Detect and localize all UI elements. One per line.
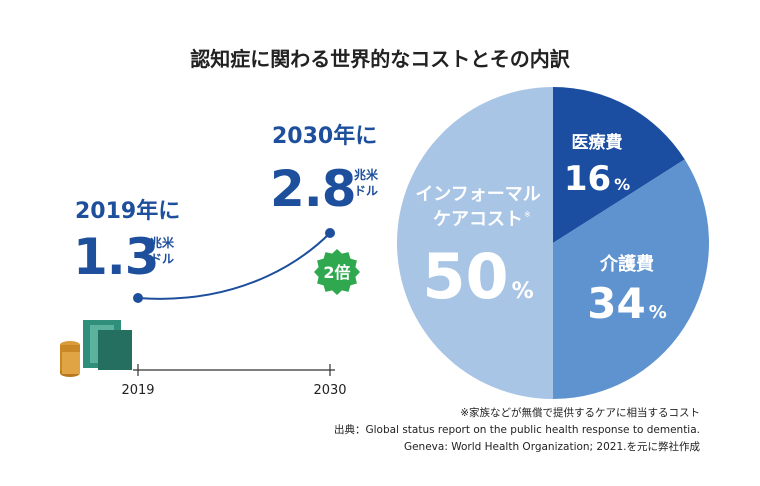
unit-label: 兆米 (150, 235, 175, 250)
unit-label: 兆米 (354, 167, 379, 182)
pie-slice (397, 87, 553, 399)
point (325, 228, 335, 238)
slice-label: ケアコスト (433, 209, 523, 230)
slice-value: 34% (587, 279, 667, 328)
unit-label: ドル (354, 184, 378, 198)
footnote: 出典：Global status report on the public he… (334, 423, 700, 436)
pie-slice (553, 159, 709, 399)
value-number: 16 (564, 159, 611, 199)
money-icon (60, 320, 132, 377)
slice-label: 医療費 (572, 132, 623, 153)
value-number: 34 (587, 279, 645, 328)
x-tick-label: 2030 (313, 383, 346, 398)
pie-slice (553, 87, 685, 243)
value-unit: % (649, 302, 667, 323)
footnote: ※家族などが無償で提供するケアに相当するコスト (460, 406, 700, 419)
slice-label: インフォーマル (415, 184, 540, 205)
slice-label: 介護費 (599, 253, 654, 275)
point-header: 2019年に (75, 198, 180, 224)
value-number: 50 (422, 240, 508, 313)
badge (314, 249, 360, 295)
point (133, 293, 143, 303)
slice-value: 16% (564, 159, 630, 199)
slice-value: 50% (422, 240, 533, 313)
badge-label: 2倍 (323, 263, 350, 282)
value-label: 1.3 (73, 228, 159, 286)
x-tick-label: 2019 (121, 383, 154, 398)
title: 認知症に関わる世界的なコストとその内訳 (190, 47, 570, 71)
footnote-marker: ※ (524, 210, 531, 219)
unit-label: ドル (150, 252, 174, 266)
value-label: 2.8 (270, 160, 356, 218)
footnote: Geneva: World Health Organization; 2021.… (404, 440, 701, 453)
value-unit: % (614, 175, 630, 194)
line-curve (137, 232, 331, 300)
value-unit: % (512, 279, 534, 304)
point-header: 2030年に (272, 123, 377, 149)
